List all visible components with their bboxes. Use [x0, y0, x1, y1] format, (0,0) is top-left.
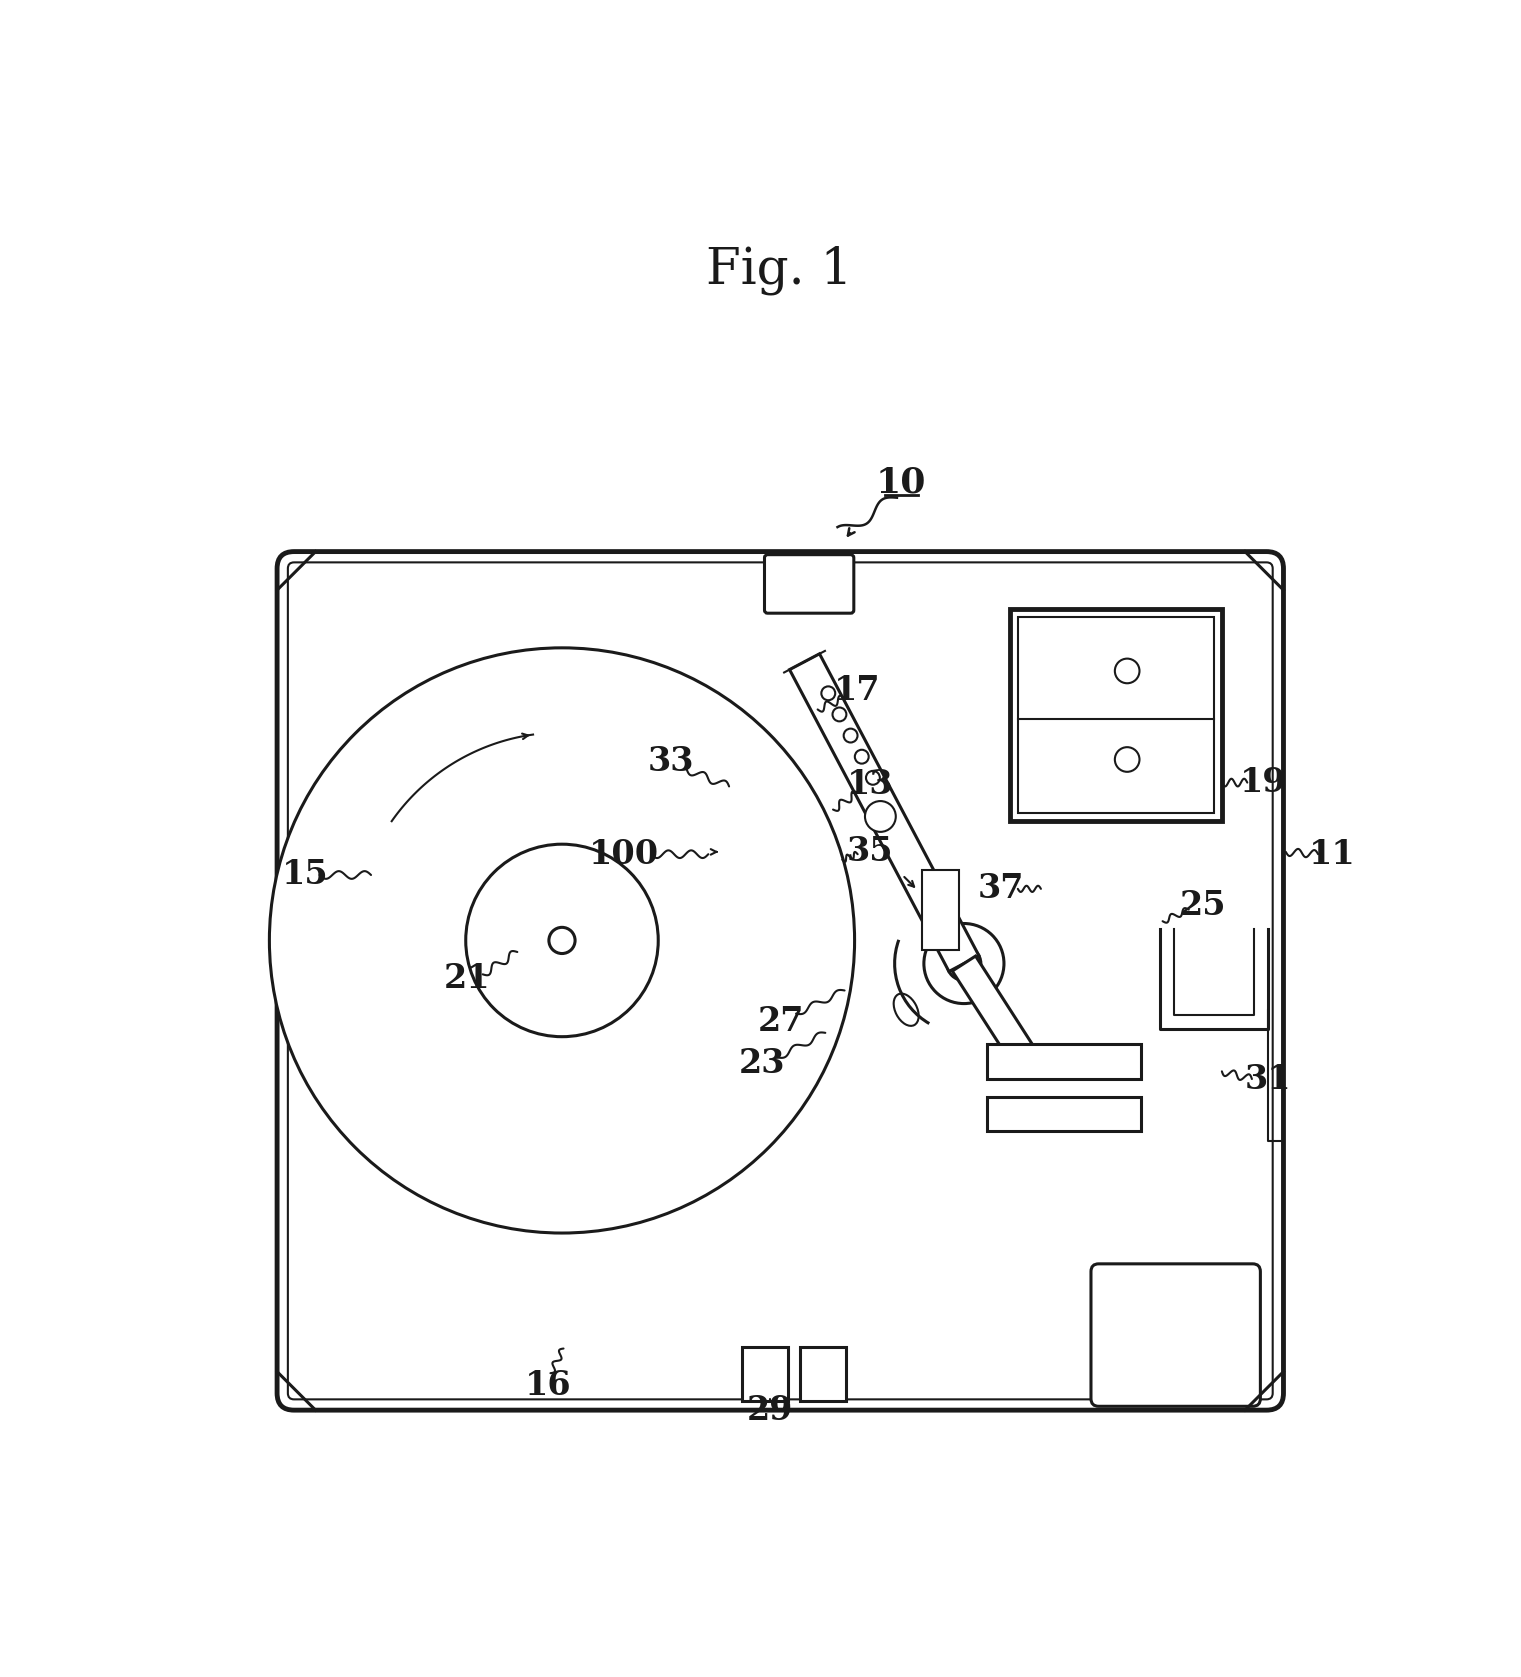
Circle shape	[821, 686, 835, 701]
Bar	[1018, 617, 1214, 813]
Text: 13: 13	[847, 768, 893, 802]
Circle shape	[865, 771, 879, 785]
Bar	[742, 1347, 788, 1400]
Text: 100: 100	[589, 838, 659, 870]
Bar	[1010, 609, 1221, 822]
Circle shape	[832, 708, 846, 721]
Text: 25: 25	[1179, 889, 1226, 922]
FancyBboxPatch shape	[277, 552, 1284, 1410]
Text: 21: 21	[444, 963, 491, 996]
Bar	[987, 1045, 1141, 1078]
Circle shape	[865, 802, 896, 832]
Text: 16: 16	[525, 1368, 572, 1402]
FancyBboxPatch shape	[765, 555, 853, 614]
Text: 29: 29	[747, 1394, 792, 1427]
Text: 19: 19	[1240, 766, 1285, 798]
Circle shape	[269, 647, 855, 1233]
Ellipse shape	[894, 993, 919, 1026]
Text: 37: 37	[978, 872, 1024, 906]
Text: 11: 11	[1308, 838, 1355, 870]
Polygon shape	[952, 956, 1045, 1078]
Bar	[800, 1347, 846, 1400]
Text: 15: 15	[283, 859, 329, 892]
Circle shape	[1115, 748, 1139, 771]
Circle shape	[465, 844, 659, 1036]
Text: 35: 35	[847, 835, 893, 869]
Text: Fig. 1: Fig. 1	[706, 247, 852, 295]
Circle shape	[855, 750, 868, 763]
Text: 27: 27	[757, 1005, 805, 1038]
Text: 10: 10	[876, 465, 926, 500]
Bar	[922, 870, 958, 951]
Text: 31: 31	[1244, 1063, 1291, 1095]
Circle shape	[844, 728, 858, 743]
Circle shape	[1115, 659, 1139, 683]
FancyBboxPatch shape	[1091, 1264, 1261, 1407]
Text: 23: 23	[739, 1046, 785, 1080]
Circle shape	[948, 946, 981, 981]
Text: 17: 17	[835, 674, 881, 706]
Text: 33: 33	[648, 745, 695, 778]
Polygon shape	[789, 654, 980, 971]
Circle shape	[923, 924, 1004, 1003]
Bar	[987, 1097, 1141, 1132]
Circle shape	[549, 927, 575, 954]
